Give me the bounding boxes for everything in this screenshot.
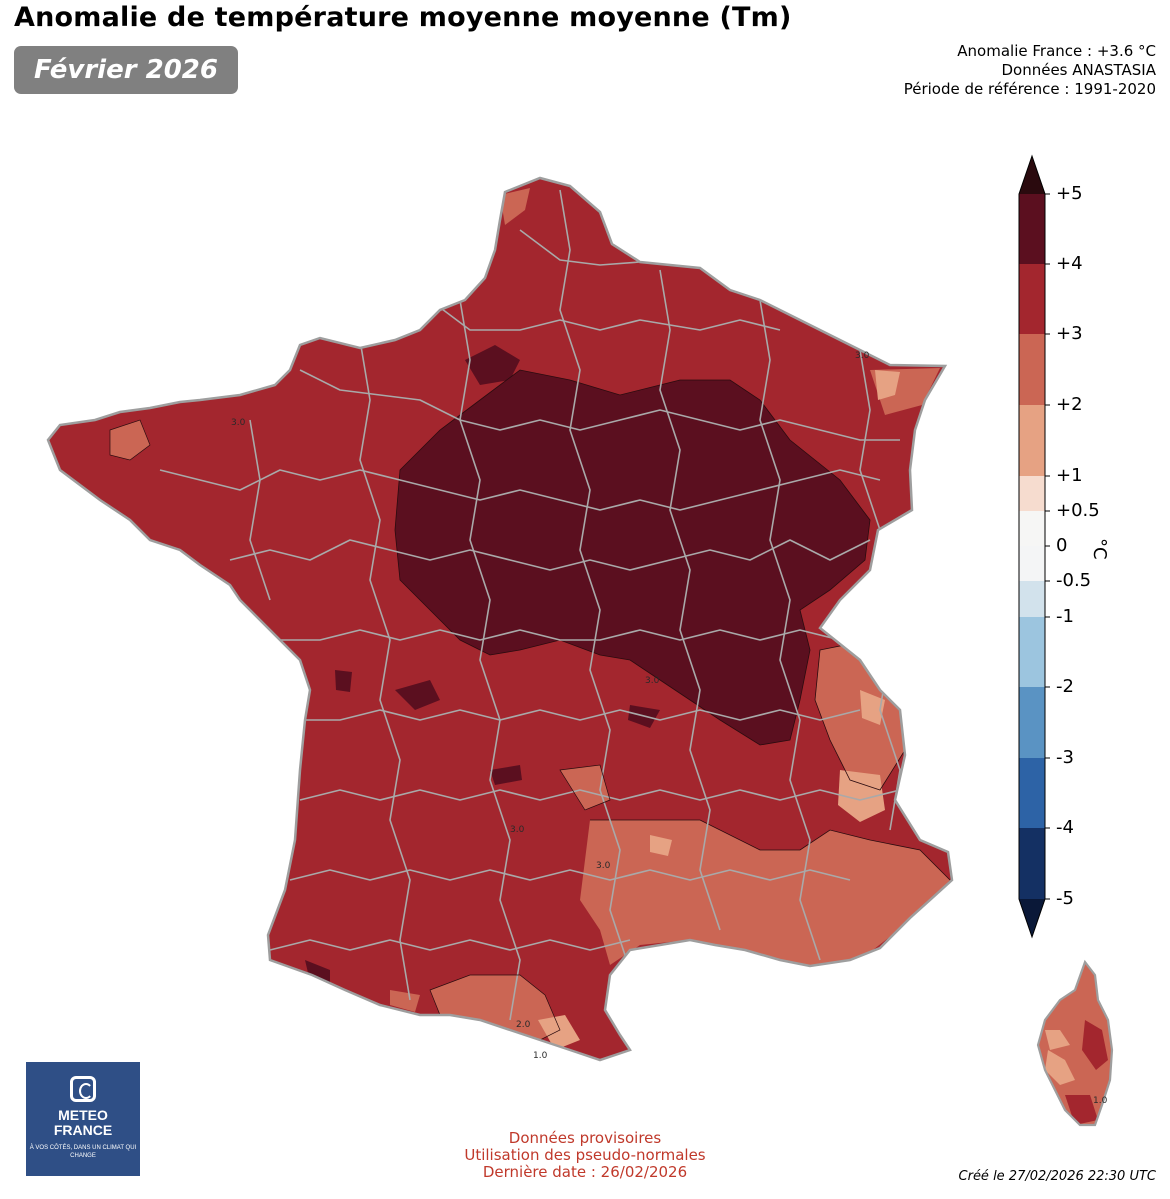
- contour-label: 3.0: [231, 418, 246, 428]
- month-badge: Février 2026: [14, 46, 238, 94]
- colorbar-segment: [1019, 758, 1045, 828]
- colorbar-extend-top: [1019, 156, 1045, 194]
- logo-name-line2: FRANCE: [53, 1122, 113, 1138]
- last-date-note: Dernière date : 26/02/2026: [482, 1163, 688, 1181]
- logo-tagline: À VOS CÔTÉS, DANS UN CLIMAT QUI CHANGE: [29, 1145, 137, 1159]
- contour-label: 3.0: [645, 676, 660, 686]
- colorbar-segment: [1019, 687, 1045, 758]
- pseudo-normals-note: Utilisation des pseudo-normales: [464, 1146, 706, 1164]
- legend-tick-label: +2: [1056, 394, 1083, 415]
- contour-label: 3.0: [855, 351, 870, 361]
- colorbar-segment: [1019, 264, 1045, 334]
- colorbar-segment: [1019, 194, 1045, 264]
- department-borders: [159, 189, 901, 1021]
- legend-unit: °C: [1089, 538, 1110, 560]
- legend-tick-label: -4: [1056, 817, 1074, 838]
- contour-label: 3.0: [510, 825, 525, 835]
- colorbar-segment: [1019, 546, 1045, 581]
- created-timestamp: Créé le 27/02/2026 22:30 UTC: [958, 1169, 1156, 1184]
- map-title: Anomalie de température moyenne moyenne …: [14, 2, 792, 33]
- colorbar-segment: [1019, 511, 1045, 546]
- legend-tick-label: -2: [1056, 676, 1074, 697]
- logo-name-line1: METEO: [58, 1107, 108, 1123]
- info-block: Anomalie France : +3.6 °C Données ANASTA…: [904, 42, 1156, 99]
- colorbar-extend-bottom: [1019, 899, 1045, 937]
- legend-tick-label: -5: [1056, 888, 1074, 909]
- corsica-map: [1038, 962, 1112, 1125]
- contour-label: 3.0: [596, 861, 611, 871]
- legend-tick-label: -3: [1056, 747, 1074, 768]
- colorbar-segment: [1019, 828, 1045, 899]
- mainland-map: [48, 178, 952, 1060]
- legend-tick-label: -0.5: [1056, 570, 1092, 591]
- contour-label: 2.0: [516, 1020, 531, 1030]
- meteo-france-logo-icon: [70, 1076, 96, 1102]
- legend-tick-label: -1: [1056, 606, 1074, 627]
- legend-tick-label: 0: [1056, 535, 1068, 556]
- anomaly-france-text: Anomalie France : +3.6 °C: [957, 42, 1156, 60]
- data-source-text: Données ANASTASIA: [1001, 61, 1156, 79]
- contour-label: 1.0: [1093, 1096, 1108, 1106]
- reference-period-text: Période de référence : 1991-2020: [903, 80, 1156, 98]
- meteo-france-logo: METEO FRANCE À VOS CÔTÉS, DANS UN CLIMAT…: [26, 1062, 140, 1176]
- footer-notes: Données provisoires Utilisation des pseu…: [385, 1130, 785, 1181]
- legend-tick-label: +5: [1056, 183, 1083, 204]
- colorbar-segment: [1019, 334, 1045, 405]
- legend-tick-label: +4: [1056, 253, 1083, 274]
- legend-tick-label: +3: [1056, 323, 1083, 344]
- legend-tick-label: +0.5: [1056, 500, 1100, 521]
- provisional-note: Données provisoires: [508, 1129, 662, 1147]
- colorbar-segment: [1019, 617, 1045, 687]
- colorbar-segment: [1019, 476, 1045, 511]
- colorbar: [1018, 154, 1050, 939]
- legend-tick-label: +1: [1056, 465, 1083, 486]
- colorbar-segment: [1019, 405, 1045, 476]
- contour-label: 1.0: [533, 1051, 548, 1061]
- colorbar-segment: [1019, 581, 1045, 617]
